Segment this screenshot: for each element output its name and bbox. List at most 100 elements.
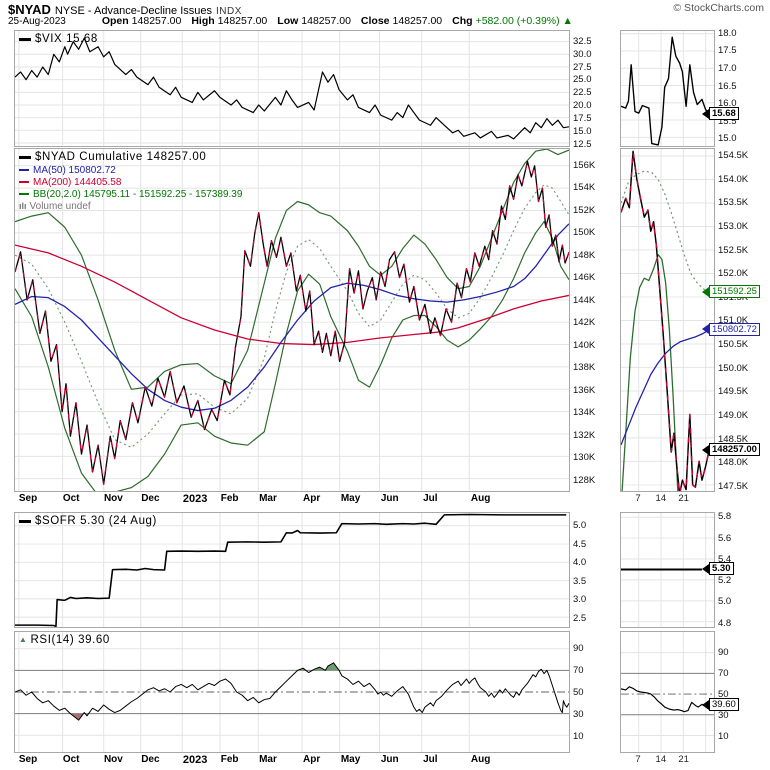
- y-axis-label: 20.0: [573, 100, 592, 112]
- y-axis-label: 10: [718, 731, 729, 743]
- rsi-rsi-line: [15, 662, 569, 721]
- x-axis-label: May: [340, 493, 361, 504]
- x-axis-label: Oct: [62, 754, 80, 765]
- ohlc-label: Open: [101, 15, 129, 27]
- x-axis-label: Aug: [470, 493, 491, 504]
- y-axis-label: 5.2: [718, 575, 732, 587]
- callout-value: 5.30: [709, 562, 734, 576]
- legend-text: $VIX 15.68: [35, 33, 98, 45]
- x-axis-label: 7: [635, 754, 641, 765]
- y-axis-label: 12.5: [573, 138, 592, 150]
- y-axis-label: 5.8: [718, 511, 732, 523]
- rsi-zoom-rsi-line: [621, 686, 710, 713]
- y-axis-label: 150.0K: [718, 362, 749, 374]
- volume-bars-icon: ılı: [19, 201, 27, 211]
- panel-sofr: [14, 512, 570, 628]
- symbol: $NYAD: [8, 2, 51, 17]
- line-swatch-icon: [19, 519, 31, 523]
- y-axis-label: 30.0: [573, 48, 592, 60]
- y-axis-label: 152.5K: [718, 244, 749, 256]
- x-axis-label: Mar: [259, 754, 277, 765]
- nyad-bb-lower-line: [15, 221, 569, 491]
- y-axis-label: 140K: [573, 339, 596, 351]
- y-axis-label: 90: [573, 643, 584, 655]
- value-callout: 39.60: [702, 698, 739, 712]
- ohlc-value: 148257.00: [217, 15, 268, 27]
- x-axis-label: 2023: [182, 493, 208, 505]
- x-axis-label: Feb: [220, 754, 239, 765]
- x-axis-label: 21: [678, 754, 689, 765]
- y-axis-label: 15.0: [718, 133, 737, 145]
- y-axis-label: 5.4: [718, 553, 732, 565]
- y-axis-label: 16.0: [718, 98, 737, 110]
- y-axis-label: 16.5: [718, 80, 737, 92]
- y-axis-label: 22.5: [573, 87, 592, 99]
- legend-vix: $VIX 15.68: [19, 32, 98, 46]
- callout-value: 151592.25: [709, 285, 760, 299]
- nyad-price-line-alt: [15, 160, 569, 485]
- y-axis-label: 150K: [573, 227, 596, 239]
- y-axis-label: 17.5: [718, 45, 737, 57]
- ohlc-values: Open 148257.00 High 148257.00 Low 148257.00 Cl…: [92, 15, 573, 27]
- ohlc-label: Low: [277, 15, 299, 27]
- y-axis-label: 152.0K: [718, 268, 749, 280]
- line-swatch-icon: [19, 155, 31, 159]
- panel-vix: [14, 30, 570, 147]
- y-axis-label: 70: [573, 665, 584, 677]
- ohlc-value: 148257.00: [131, 15, 182, 27]
- y-axis-label: 138K: [573, 362, 596, 374]
- y-axis-label: 15.5: [718, 115, 737, 127]
- x-axis-label: May: [340, 754, 361, 765]
- exchange-tag: INDX: [216, 6, 242, 17]
- chart-date: 25-Aug-2023: [8, 16, 66, 27]
- legend-item: $NYAD Cumulative 148257.00: [19, 150, 242, 164]
- y-axis-label: 15.0: [573, 126, 592, 138]
- sofr-sofr-line: [15, 513, 567, 627]
- legend-text: MA(200) 144405.58: [33, 176, 122, 188]
- legend-text: RSI(14) 39.60: [30, 634, 110, 646]
- line-swatch-icon: [19, 169, 29, 171]
- legend-text: Volume undef: [29, 200, 91, 212]
- y-axis-label: 154.5K: [718, 150, 749, 162]
- callout-value: 150802.72: [709, 322, 760, 336]
- ohlc-label: High: [191, 15, 215, 27]
- y-axis-label: 50: [718, 689, 729, 701]
- value-callout: 15.68: [702, 107, 739, 121]
- vix-zoom-vix-line: [621, 36, 710, 146]
- callout-value: 15.68: [709, 107, 739, 121]
- x-axis-label: Apr: [303, 493, 321, 504]
- y-axis-label: 10: [573, 730, 584, 742]
- y-axis-label: 148.0K: [718, 457, 749, 469]
- y-axis-label: 25.0: [573, 74, 592, 86]
- ohlc-label: Chg: [452, 15, 473, 27]
- legend-item: ılı Volume undef: [19, 200, 242, 212]
- ohlc-value: 148257.00: [301, 15, 351, 27]
- nyad-zoom-ma50-line: [621, 329, 710, 446]
- callout-arrow-icon: [702, 324, 709, 335]
- panel-sofr-zoom: [620, 512, 715, 628]
- x-axis-label: Apr: [303, 754, 321, 765]
- callout-arrow-icon: [702, 699, 709, 710]
- y-axis-label: 5.6: [718, 532, 732, 544]
- x-axis-label: 14: [655, 493, 667, 504]
- y-axis-label: 50: [573, 687, 584, 698]
- y-axis-label: 3.5: [573, 575, 587, 587]
- legend-rsi: ▲ RSI(14) 39.60: [19, 633, 110, 647]
- x-axis-label: 21: [678, 493, 689, 504]
- x-axis-label: Nov: [103, 754, 123, 765]
- y-axis-label: 132K: [573, 429, 596, 441]
- y-axis-label: 18.0: [718, 27, 737, 39]
- quote-row: 25-Aug-2023 Open 148257.00 High 148257.00 Low…: [8, 15, 573, 27]
- y-axis-label: 151.0K: [718, 315, 749, 327]
- nyad-zoom-bb-lower-line: [621, 254, 679, 491]
- x-axis-label: 7: [635, 493, 641, 504]
- value-callout: 148257.00: [702, 443, 760, 457]
- chart-header: $NYAD NYSE - Advance-Decline Issues INDX ©…: [0, 0, 770, 30]
- ohlc-value: 148257.00: [392, 15, 443, 27]
- y-axis-label: 17.5: [573, 113, 592, 125]
- y-axis-label: 154K: [573, 182, 596, 194]
- legend-item: BB(20,2.0) 145795.11 - 151592.25 - 15738…: [19, 188, 242, 200]
- y-axis-label: 3.0: [573, 594, 587, 606]
- x-axis-label: Oct: [62, 493, 80, 504]
